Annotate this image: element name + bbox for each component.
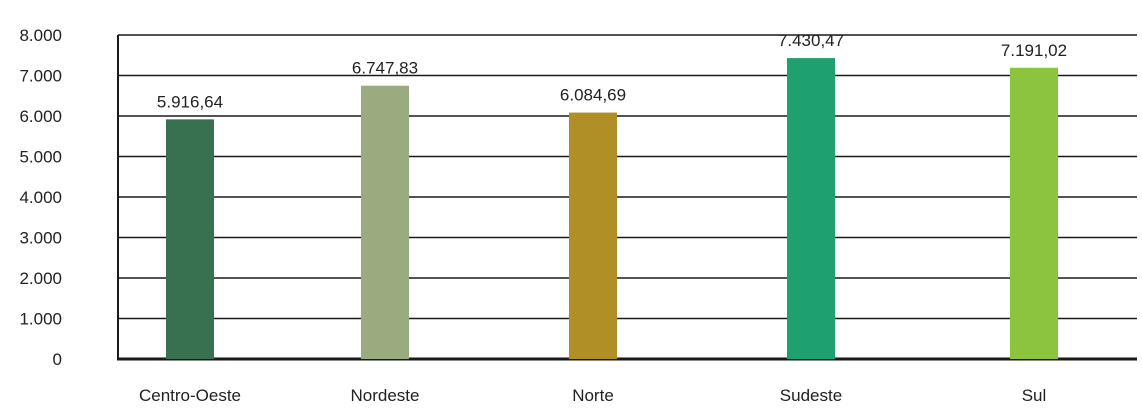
- x-tick-label: Nordeste: [351, 386, 420, 405]
- x-tick-label: Sul: [1022, 386, 1047, 405]
- bar-sudeste: [787, 58, 835, 359]
- y-tick-label: 0: [53, 350, 62, 369]
- bars: [166, 58, 1058, 360]
- y-tick-label: 1.000: [19, 310, 62, 329]
- data-label: 6.747,83: [352, 59, 418, 78]
- bar-sul: [1010, 67, 1058, 360]
- bar-nordeste: [361, 85, 409, 359]
- x-tick-label: Centro-Oeste: [139, 386, 241, 405]
- y-tick-label: 6.000: [19, 107, 62, 126]
- bar-centro-oeste: [166, 119, 214, 359]
- y-tick-label: 8.000: [19, 26, 62, 45]
- y-tick-label: 2.000: [19, 269, 62, 288]
- y-tick-label: 3.000: [19, 229, 62, 248]
- data-label: 7.191,02: [1001, 41, 1067, 60]
- y-tick-labels: 0 1.000 2.000 3.000 4.000 5.000 6.000 7.000 8.00…: [19, 26, 62, 369]
- data-label: 7.430,47: [778, 31, 844, 50]
- x-tick-labels: Centro-Oeste Nordeste Norte Sudeste Sul: [139, 386, 1046, 405]
- data-labels: 5.916,64 6.747,83 6.084,69 7.430,47 7.191,02: [157, 31, 1067, 111]
- data-label: 5.916,64: [157, 92, 223, 111]
- x-tick-label: Norte: [572, 386, 614, 405]
- y-tick-label: 7.000: [19, 67, 62, 86]
- axes: [117, 35, 1137, 361]
- y-tick-label: 4.000: [19, 188, 62, 207]
- bar-norte: [569, 112, 617, 359]
- y-tick-label: 5.000: [19, 148, 62, 167]
- x-tick-label: Sudeste: [780, 386, 842, 405]
- grid-lines: [118, 34, 1137, 320]
- data-label: 6.084,69: [560, 86, 626, 105]
